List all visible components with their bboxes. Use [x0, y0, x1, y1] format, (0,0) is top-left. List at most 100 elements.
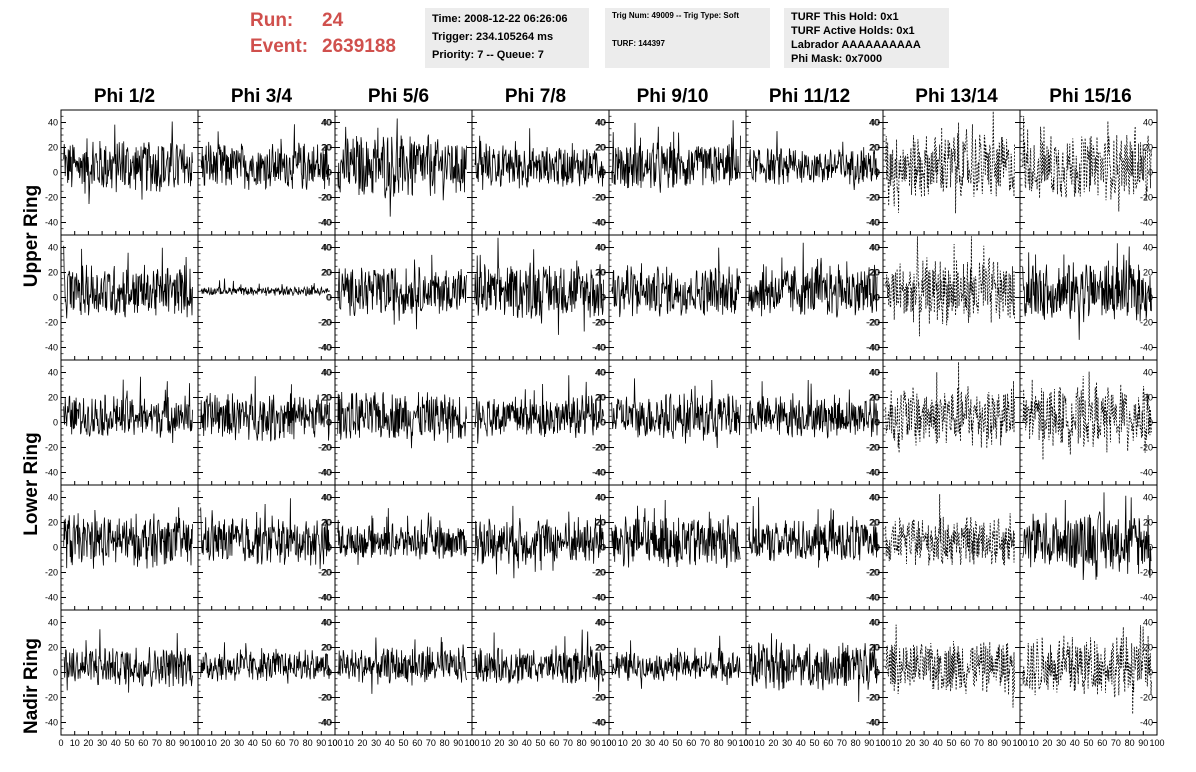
x-tick-label: 100 — [1012, 738, 1027, 748]
y-tick-label: -40 — [592, 468, 605, 478]
x-tick-label: 60 — [1097, 738, 1107, 748]
waveform-trace — [200, 642, 330, 684]
y-tick-label: 40 — [321, 368, 331, 378]
y-tick-label: -40 — [45, 593, 58, 603]
x-tick-label: 70 — [426, 738, 436, 748]
y-tick-label: -20 — [867, 443, 880, 453]
y-tick-label: 20 — [322, 518, 332, 528]
x-tick-label: 70 — [152, 738, 162, 748]
y-tick-label: 40 — [869, 618, 879, 628]
time-text: Time: 2008-12-22 06:26:06 — [432, 13, 568, 25]
x-tick-label: 80 — [166, 738, 176, 748]
y-tick-label: 20 — [48, 643, 58, 653]
y-tick-label: 40 — [595, 368, 605, 378]
x-tick-label: 60 — [412, 738, 422, 748]
y-tick-label: 20 — [322, 143, 332, 153]
y-tick-label: 20 — [1143, 143, 1153, 153]
y-tick-label: 0 — [327, 168, 332, 178]
turf-hold-text: TURF This Hold: 0x1 — [791, 11, 899, 23]
waveform-trace — [748, 242, 878, 318]
y-tick-label: -20 — [319, 693, 332, 703]
y-tick-label: -40 — [45, 218, 58, 228]
y-tick-label: -40 — [593, 468, 606, 478]
waveform-trace — [885, 111, 1015, 214]
x-tick-label: 50 — [398, 738, 408, 748]
x-tick-label: 50 — [124, 738, 134, 748]
panel-frame — [197, 234, 336, 361]
x-tick-label: 10 — [892, 738, 902, 748]
y-tick-label: 40 — [1143, 243, 1153, 253]
y-tick-label: 20 — [321, 268, 331, 278]
y-tick-label: 20 — [596, 643, 606, 653]
y-tick-label: -40 — [867, 218, 880, 228]
x-tick-label: 80 — [1125, 738, 1135, 748]
y-tick-label: -40 — [45, 343, 58, 353]
y-tick-label: -40 — [867, 343, 880, 353]
labrador-text: Labrador AAAAAAAAAA — [791, 39, 921, 51]
y-tick-label: 0 — [875, 543, 880, 553]
waveform-trace — [885, 236, 1015, 337]
y-tick-label: 0 — [53, 293, 58, 303]
y-tick-label: -40 — [593, 218, 606, 228]
panel-frame — [745, 484, 884, 611]
y-tick-label: -20 — [319, 443, 332, 453]
y-tick-label: 20 — [322, 268, 332, 278]
y-tick-label: -40 — [866, 718, 879, 728]
y-tick-label: 20 — [596, 393, 606, 403]
y-tick-label: 0 — [875, 418, 880, 428]
x-tick-label: 60 — [549, 738, 559, 748]
y-tick-label: -20 — [318, 193, 331, 203]
x-tick-label: 100 — [1149, 738, 1164, 748]
panel-frame — [608, 359, 747, 486]
x-tick-label: 80 — [440, 738, 450, 748]
y-tick-label: -40 — [45, 468, 58, 478]
y-tick-label: -40 — [866, 343, 879, 353]
run-label: Run: — [250, 10, 294, 31]
x-tick-label: 100 — [738, 738, 753, 748]
y-tick-label: 0 — [1148, 418, 1153, 428]
waveform-trace — [885, 624, 1015, 708]
x-tick-label: 10 — [70, 738, 80, 748]
x-tick-label: 100 — [190, 738, 205, 748]
x-tick-label: 10 — [618, 738, 628, 748]
x-tick-label: 40 — [248, 738, 258, 748]
y-tick-label: -40 — [593, 593, 606, 603]
waveform-trace — [63, 376, 193, 444]
y-tick-label: 40 — [321, 493, 331, 503]
y-tick-label: -20 — [592, 443, 605, 453]
x-tick-label: 0 — [469, 738, 474, 748]
panel-frame — [60, 609, 199, 736]
y-tick-label: 20 — [596, 143, 606, 153]
x-tick-label: 90 — [1001, 738, 1011, 748]
y-tick-label: 0 — [53, 543, 58, 553]
y-tick-label: 40 — [869, 243, 879, 253]
y-tick-label: -20 — [867, 193, 880, 203]
waveform-trace — [748, 633, 878, 703]
y-tick-label: 20 — [595, 143, 605, 153]
y-tick-label: -40 — [593, 718, 606, 728]
y-tick-label: -20 — [592, 193, 605, 203]
y-tick-label: 40 — [322, 493, 332, 503]
x-tick-label: 100 — [327, 738, 342, 748]
y-tick-label: -40 — [318, 468, 331, 478]
y-tick-label: 40 — [1143, 493, 1153, 503]
waveform-trace — [63, 245, 193, 319]
waveform-trace — [200, 278, 330, 297]
y-tick-label: 0 — [326, 293, 331, 303]
x-tick-label: 90 — [1138, 738, 1148, 748]
y-tick-label: -20 — [593, 193, 606, 203]
x-tick-label: 20 — [631, 738, 641, 748]
y-tick-label: -40 — [1140, 218, 1153, 228]
y-tick-label: 40 — [870, 493, 880, 503]
x-tick-label: 0 — [195, 738, 200, 748]
y-tick-label: 20 — [870, 143, 880, 153]
y-tick-label: 0 — [1148, 668, 1153, 678]
y-tick-label: 20 — [48, 393, 58, 403]
x-tick-label: 40 — [796, 738, 806, 748]
y-tick-label: -20 — [593, 568, 606, 578]
waveform-trace — [474, 375, 604, 444]
waveform-trace — [337, 391, 467, 449]
y-tick-label: 0 — [326, 543, 331, 553]
trig-num-text: Trig Num: 49009 -- Trig Type: Soft — [612, 11, 739, 20]
y-tick-label: -20 — [867, 568, 880, 578]
